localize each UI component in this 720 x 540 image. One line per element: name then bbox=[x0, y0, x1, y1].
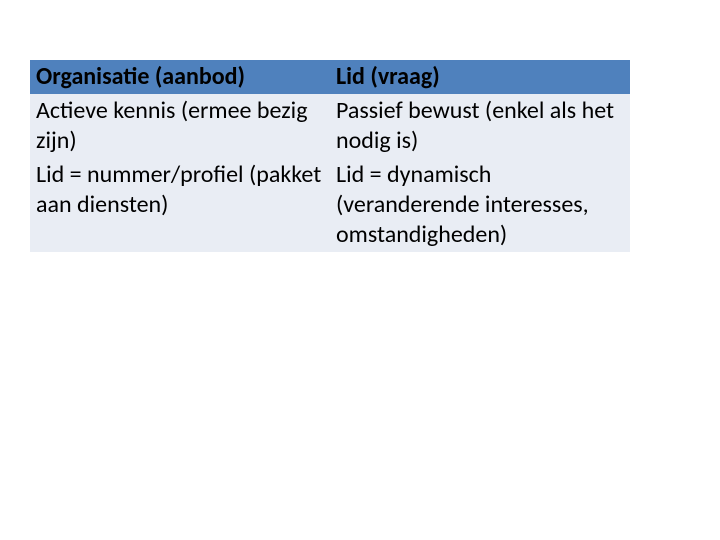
table-header-left: Organisatie (aanbod) bbox=[30, 60, 330, 94]
table-cell-r2c1: Lid = nummer/profiel (pakket aan dienste… bbox=[30, 158, 330, 252]
table-header-right: Lid (vraag) bbox=[330, 60, 630, 94]
comparison-table: Organisatie (aanbod) Lid (vraag) Actieve… bbox=[30, 60, 720, 252]
table-cell-r1c2: Passief bewust (enkel als het nodig is) bbox=[330, 94, 630, 158]
table-cell-r1c1: Actieve kennis (ermee bezig zijn) bbox=[30, 94, 330, 158]
table-cell-r2c2: Lid = dynamisch (veranderende interesses… bbox=[330, 158, 630, 252]
